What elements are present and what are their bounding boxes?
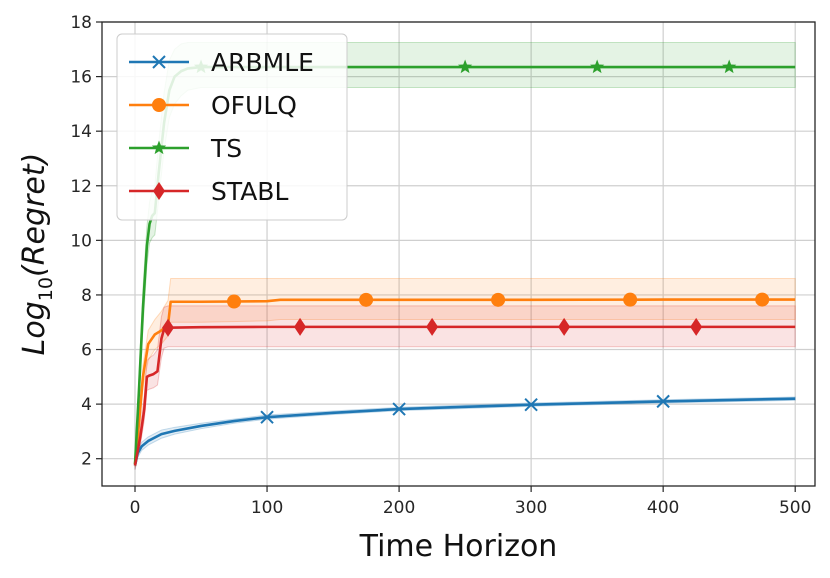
marker-ofulq bbox=[623, 292, 638, 307]
legend-marker-arbmle bbox=[152, 55, 166, 69]
legend-entry-stabl: STABL bbox=[129, 177, 288, 206]
legend-entry-ts: TS bbox=[129, 134, 242, 163]
marker-stabl bbox=[558, 317, 571, 336]
marker-stabl bbox=[162, 318, 175, 337]
series-markers bbox=[162, 59, 770, 424]
legend: ARBMLE OFULQ TS STABL bbox=[116, 33, 348, 221]
marker-ofulq bbox=[491, 292, 506, 307]
y-tick-label: 12 bbox=[70, 177, 92, 197]
x-axis-label: Time Horizon bbox=[359, 529, 558, 564]
y-tick-label: 10 bbox=[70, 231, 92, 251]
legend-label-ofulq: OFULQ bbox=[211, 91, 297, 120]
line-stabl bbox=[133, 325, 796, 466]
x-tick-label: 100 bbox=[251, 498, 283, 518]
x-tick-label: 400 bbox=[647, 498, 679, 518]
marker-arbmle bbox=[656, 394, 670, 409]
legend-label-arbmle: ARBMLE bbox=[211, 48, 314, 77]
x-axis-ticks: 0 100 200 300 400 500 bbox=[130, 486, 811, 518]
y-axis-label-main: Log bbox=[17, 301, 52, 355]
marker-ofulq bbox=[227, 294, 242, 309]
legend-box bbox=[116, 33, 348, 221]
y-tick-label: 4 bbox=[81, 395, 92, 415]
band-ofulq bbox=[134, 278, 796, 467]
x-tick-label: 500 bbox=[779, 498, 811, 518]
y-axis-label-subscript: 10 bbox=[35, 277, 57, 301]
marker-stabl bbox=[294, 317, 307, 336]
y-tick-label: 8 bbox=[81, 286, 92, 306]
x-tick-label: 200 bbox=[383, 498, 415, 518]
plot-frame bbox=[101, 21, 816, 487]
y-tick-label: 14 bbox=[70, 122, 92, 142]
y-tick-label: 6 bbox=[81, 341, 92, 361]
legend-marker-stabl bbox=[153, 182, 165, 200]
x-tick-label: 0 bbox=[130, 498, 141, 518]
x-tick-label: 300 bbox=[515, 498, 547, 518]
legend-entry-arbmle: ARBMLE bbox=[129, 48, 314, 77]
marker-ofulq bbox=[359, 292, 374, 307]
marker-stabl bbox=[690, 317, 703, 336]
legend-label-stabl: STABL bbox=[211, 177, 288, 206]
marker-arbmle bbox=[392, 402, 406, 416]
y-tick-label: 18 bbox=[70, 13, 92, 33]
legend-label-ts: TS bbox=[210, 134, 242, 163]
y-axis-label-tail: (Regret) bbox=[17, 153, 52, 277]
y-axis-ticks: 2 4 6 8 10 12 14 16 18 bbox=[70, 13, 102, 470]
legend-marker-ofulq bbox=[152, 98, 166, 112]
legend-marker-ts bbox=[151, 140, 167, 155]
marker-ts bbox=[590, 59, 605, 74]
legend-entry-ofulq: OFULQ bbox=[129, 91, 297, 120]
line-ofulq bbox=[133, 298, 796, 465]
y-axis-label: Log10(Regret) bbox=[17, 153, 57, 356]
y-tick-label: 2 bbox=[81, 450, 92, 470]
marker-ofulq bbox=[755, 292, 770, 307]
marker-stabl bbox=[426, 317, 439, 336]
marker-ts bbox=[722, 59, 737, 74]
marker-arbmle bbox=[524, 397, 538, 412]
marker-ts bbox=[457, 59, 473, 74]
band-stabl bbox=[134, 305, 796, 470]
marker-arbmle bbox=[260, 410, 274, 424]
y-tick-label: 16 bbox=[70, 68, 92, 88]
